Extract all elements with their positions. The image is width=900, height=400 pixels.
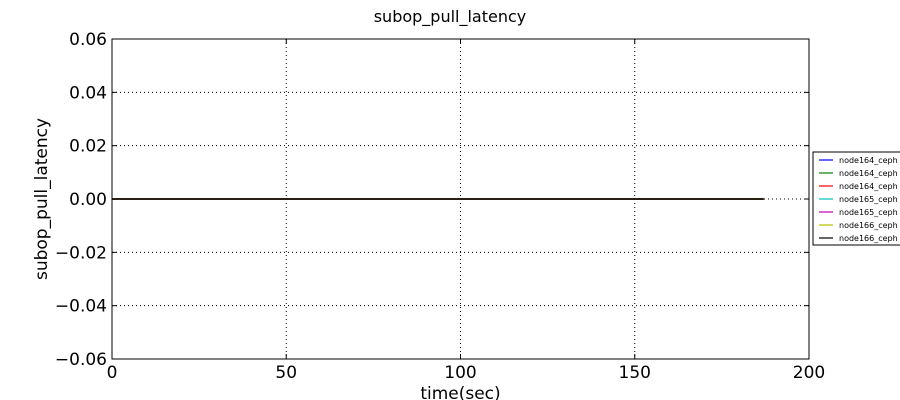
y-tick-label: −0.02 bbox=[55, 243, 107, 263]
x-tick-label: 0 bbox=[107, 363, 118, 383]
y-tick-label: 0.02 bbox=[69, 137, 107, 157]
axis-ticks: 0 50 100 150 200 0.06 0.04 0.02 0.00 −0.02 −0.04 −0… bbox=[55, 30, 825, 383]
legend-label: node165_ceph bbox=[839, 208, 898, 217]
legend-label: node166_ceph bbox=[839, 234, 898, 243]
legend-label: node164_ceph bbox=[839, 169, 898, 178]
legend-label: node166_ceph bbox=[839, 221, 898, 230]
x-tick-label: 150 bbox=[619, 363, 651, 383]
x-tick-label: 200 bbox=[793, 363, 825, 383]
y-axis-title: subop_pull_latency bbox=[32, 118, 52, 280]
x-axis-title: time(sec) bbox=[420, 384, 500, 400]
legend: node164_ceph node164_ceph node164_cephnode… bbox=[812, 151, 900, 246]
x-tick-label: 100 bbox=[444, 363, 476, 383]
legend-label: node165_ceph bbox=[839, 195, 898, 204]
y-tick-label: 0.00 bbox=[69, 190, 107, 210]
y-tick-label: −0.04 bbox=[55, 297, 107, 317]
x-tick-label: 50 bbox=[275, 363, 297, 383]
y-tick-label: 0.06 bbox=[69, 30, 107, 50]
legend-label: node164_ceph bbox=[839, 182, 898, 191]
y-tick-label: 0.04 bbox=[69, 83, 107, 103]
chart-title: subop_pull_latency bbox=[374, 7, 527, 27]
y-tick-label: −0.06 bbox=[55, 350, 107, 370]
legend-label: node164_ceph bbox=[839, 156, 898, 165]
